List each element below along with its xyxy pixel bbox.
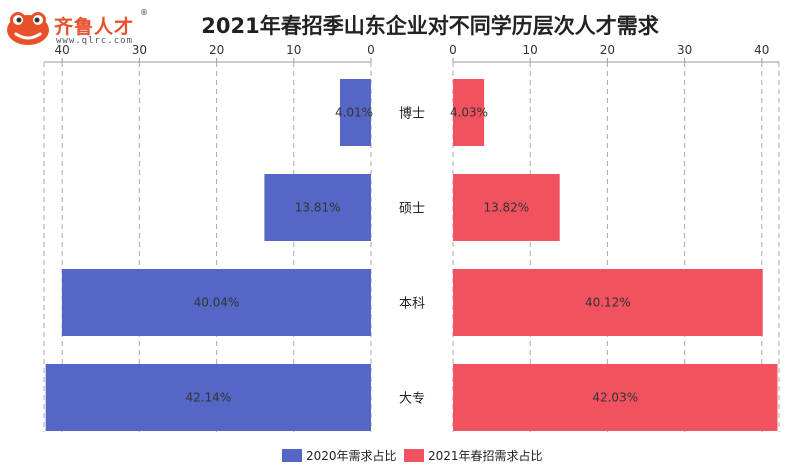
category-label: 本科 bbox=[399, 297, 425, 312]
left-tick-label: 10 bbox=[286, 43, 301, 57]
qlrc-logo: 齐鲁人才 www.qlrc.com ® bbox=[4, 6, 154, 50]
data-label-2020: 13.81% bbox=[295, 201, 341, 215]
right-tick-label: 20 bbox=[600, 43, 615, 57]
data-label-2020: 42.14% bbox=[185, 391, 231, 405]
data-label-2020: 4.01% bbox=[335, 106, 373, 120]
right-tick-label: 0 bbox=[449, 43, 457, 57]
left-tick-label: 40 bbox=[55, 43, 70, 57]
bar-2020 bbox=[45, 364, 371, 431]
registered-mark: ® bbox=[140, 8, 148, 17]
data-label-2021: 42.03% bbox=[592, 391, 638, 405]
legend-label-2021: 2021年春招需求占比 bbox=[428, 449, 543, 463]
legend-swatch-2020 bbox=[282, 449, 302, 462]
right-tick-label: 30 bbox=[677, 43, 692, 57]
bar-2020 bbox=[264, 174, 371, 241]
right-tick-label: 40 bbox=[754, 43, 769, 57]
bar-2021 bbox=[453, 269, 763, 336]
bar-2020 bbox=[61, 269, 371, 336]
right-tick-label: 10 bbox=[523, 43, 538, 57]
category-label: 大专 bbox=[399, 392, 425, 407]
category-label: 博士 bbox=[399, 107, 425, 122]
data-label-2021: 13.82% bbox=[483, 201, 529, 215]
bar-2021 bbox=[453, 174, 560, 241]
legend-label-2020: 2020年需求占比 bbox=[306, 449, 397, 463]
data-label-2021: 40.12% bbox=[585, 296, 631, 310]
chart-title: 2021年春招季山东企业对不同学历层次人才需求 bbox=[201, 14, 659, 38]
legend-item-2020: 2020年需求占比 bbox=[282, 447, 397, 464]
logo-url: www.qlrc.com bbox=[56, 36, 134, 46]
left-tick-label: 30 bbox=[132, 43, 147, 57]
left-tick-label: 20 bbox=[209, 43, 224, 57]
left-tick-label: 0 bbox=[367, 43, 375, 57]
data-label-2020: 40.04% bbox=[194, 296, 240, 310]
data-label-2021: 4.03% bbox=[450, 106, 488, 120]
legend-swatch-2021 bbox=[404, 449, 424, 462]
frog-icon bbox=[7, 12, 49, 45]
legend-item-2021: 2021年春招需求占比 bbox=[404, 447, 543, 464]
bar-2020 bbox=[340, 79, 371, 146]
logo-text: 齐鲁人才 bbox=[54, 16, 135, 38]
bar-2021 bbox=[453, 79, 485, 146]
category-label: 硕士 bbox=[399, 202, 425, 217]
bar-2021 bbox=[453, 364, 778, 431]
